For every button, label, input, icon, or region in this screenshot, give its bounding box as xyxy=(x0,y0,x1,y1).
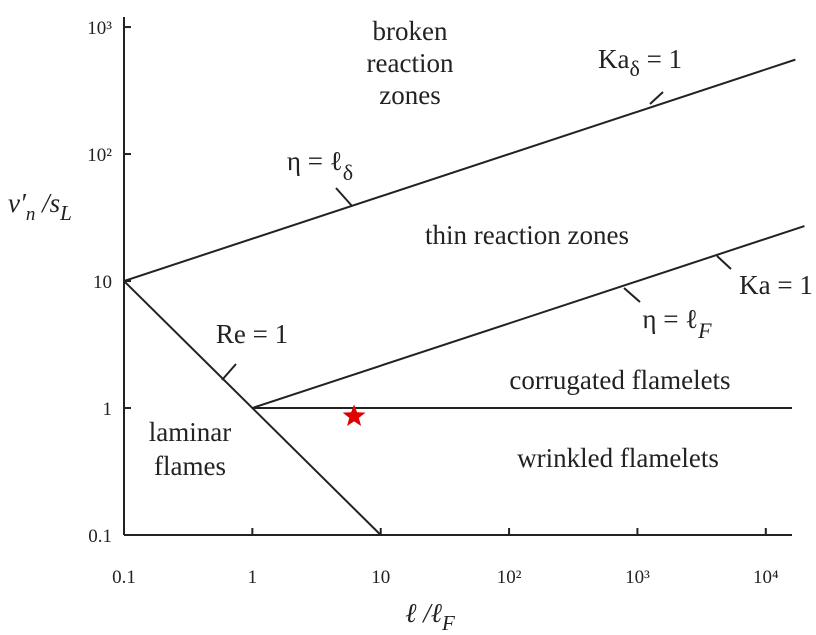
callout xyxy=(623,287,641,303)
line-label: Re = 1 xyxy=(216,319,288,349)
region-label: flames xyxy=(154,451,226,481)
x-tick-label: 0.1 xyxy=(112,567,136,588)
region-label: reaction xyxy=(367,48,454,78)
region-label: broken xyxy=(373,16,448,46)
y-tick-label: 1 xyxy=(103,399,113,420)
callouts xyxy=(221,91,732,381)
y-axis-label: v′n /sL xyxy=(8,188,72,225)
x-axis-label: ℓ /ℓF xyxy=(405,598,455,635)
region-label: corrugated flamelets xyxy=(509,365,730,395)
y-tick-label: 0.1 xyxy=(88,526,112,547)
x-tick-label: 10³ xyxy=(625,567,650,588)
line-label: η = ℓF xyxy=(642,304,712,343)
annotations: broken reaction zones Kaδ = 1 η = ℓδ thi… xyxy=(149,16,813,481)
star-point xyxy=(342,404,366,427)
line-label: Ka = 1 xyxy=(739,270,813,300)
x-tick-label: 1 xyxy=(248,567,258,588)
line-label: Kaδ = 1 xyxy=(598,44,682,81)
region-label: wrinkled flamelets xyxy=(517,443,719,473)
regime-line xyxy=(252,225,805,409)
callout xyxy=(335,187,353,207)
region-label: zones xyxy=(379,80,440,110)
callout xyxy=(716,255,732,270)
callout xyxy=(221,363,237,381)
line-label: η = ℓδ xyxy=(287,146,353,185)
y-tick-label: 10³ xyxy=(87,18,112,39)
y-tick-label: 10² xyxy=(87,145,112,166)
region-label: thin reaction zones xyxy=(425,220,629,250)
x-tick-label: 10² xyxy=(497,567,522,588)
region-label: laminar xyxy=(149,417,231,447)
y-tick-label: 10 xyxy=(93,272,112,293)
regime-line xyxy=(123,58,796,282)
callout xyxy=(649,91,664,105)
x-tick-label: 10⁴ xyxy=(753,567,779,588)
x-tick-label: 10 xyxy=(371,567,390,588)
